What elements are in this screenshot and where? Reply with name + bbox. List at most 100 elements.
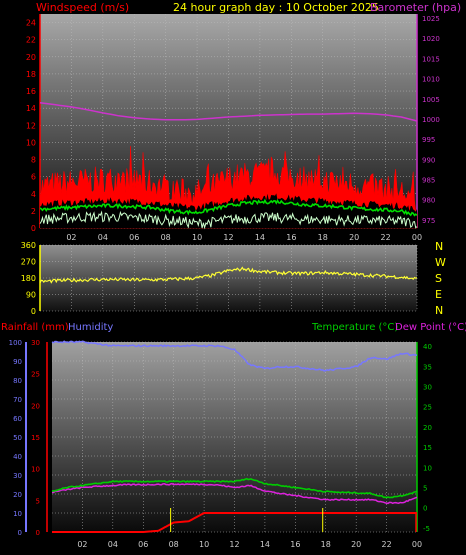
temperature-y-tick-10: 10: [423, 464, 432, 472]
rainfall-y-tick-25: 25: [31, 371, 40, 379]
compass-s: S: [435, 272, 442, 285]
temperature-y-tick-20: 20: [423, 424, 432, 432]
temperature-y-tick-30: 30: [423, 383, 432, 391]
barometer-line: [39, 102, 418, 122]
wind-y-tick-20: 20: [26, 53, 36, 62]
humidity-y-tick-20: 20: [13, 491, 22, 499]
dewpoint-label: Dew Point (°C): [395, 322, 466, 333]
humidity-x-tick-10: 10: [199, 540, 209, 549]
rainfall-label: Rainfall (mm): [1, 322, 69, 333]
humidity-y-tick-80: 80: [13, 377, 22, 385]
rainfall-line: [52, 512, 417, 533]
humidity-x-tick-20: 20: [351, 540, 361, 549]
direction-y-tick-270: 270: [21, 258, 36, 267]
temperature-y-tick-5: 5: [423, 485, 427, 493]
temperature-label: Temperature (°C): [311, 322, 398, 333]
humidity-y-tick-40: 40: [13, 453, 22, 461]
humidity-line: [51, 340, 417, 372]
barometer-y-tick-975: 975: [422, 217, 435, 225]
wind-x-tick-06: 06: [129, 233, 139, 242]
wind-y-tick-8: 8: [31, 156, 36, 165]
rainfall-y-tick-30: 30: [31, 339, 40, 347]
direction-y-tick-0: 0: [31, 307, 36, 316]
temperature-y-tick-0: 0: [423, 505, 427, 513]
wind-y-tick-4: 4: [31, 190, 36, 199]
wind-y-tick-16: 16: [26, 87, 36, 96]
humidity-y-tick-100: 100: [9, 339, 22, 347]
wind-x-tick-10: 10: [192, 233, 202, 242]
humidity-x-tick-04: 04: [108, 540, 118, 549]
barometer-y-tick-990: 990: [422, 156, 435, 164]
wind-x-tick-04: 04: [98, 233, 108, 242]
direction-y-tick-90: 90: [26, 291, 36, 300]
chart-title: 24 hour graph day : 10 October 2025: [173, 1, 379, 14]
temperature-y-tick-25: 25: [423, 404, 432, 412]
wind-average-line: [39, 198, 418, 217]
wind-y-tick-18: 18: [26, 70, 36, 79]
temperature-y-tick-40: 40: [423, 343, 432, 351]
barometer-y-tick-1015: 1015: [422, 55, 440, 63]
barometer-y-tick-995: 995: [422, 136, 435, 144]
humidity-x-tick-16: 16: [290, 540, 300, 549]
humidity-x-tick-12: 12: [229, 540, 239, 549]
wind-y-tick-12: 12: [26, 121, 36, 130]
rainfall-y-tick-5: 5: [36, 497, 40, 505]
wind-y-tick-2: 2: [31, 207, 36, 216]
wind-y-tick-10: 10: [26, 138, 36, 147]
dewpoint-line: [51, 482, 418, 505]
rainfall-y-tick-10: 10: [31, 466, 40, 474]
barometer-y-tick-1000: 1000: [422, 116, 440, 124]
humidity-label: Humidity: [68, 322, 113, 333]
rainfall-y-tick-15: 15: [31, 434, 40, 442]
humidity-x-tick-14: 14: [260, 540, 270, 549]
humidity-x-tick-08: 08: [169, 540, 179, 549]
humidity-y-tick-90: 90: [13, 358, 22, 366]
temperature-line: [51, 477, 418, 499]
barometer-y-tick-1005: 1005: [422, 96, 440, 104]
compass-w: W: [435, 256, 446, 269]
humidity-x-tick-06: 06: [138, 540, 148, 549]
compass-n-top: N: [435, 240, 443, 253]
wind-speed-line: [39, 210, 418, 230]
wind-x-tick-02: 02: [66, 233, 76, 242]
direction-y-tick-360: 360: [21, 241, 36, 250]
barometer-y-tick-1025: 1025: [422, 15, 440, 23]
humidity-x-tick-22: 22: [381, 540, 391, 549]
direction-y-tick-180: 180: [21, 274, 36, 283]
temperature-y-tick-15: 15: [423, 444, 432, 452]
wind-y-tick-24: 24: [26, 19, 36, 28]
barometer-y-tick-980: 980: [422, 197, 435, 205]
wind-x-tick-12: 12: [223, 233, 233, 242]
humidity-x-tick-18: 18: [321, 540, 331, 549]
compass-n-bottom: N: [435, 304, 443, 317]
compass-e: E: [435, 288, 442, 301]
humidity-y-tick-0: 0: [18, 529, 22, 537]
barometer-y-tick-1020: 1020: [422, 35, 440, 43]
wind-x-tick-16: 16: [286, 233, 296, 242]
wind-x-tick-18: 18: [318, 233, 328, 242]
humidity-y-tick-50: 50: [13, 434, 22, 442]
rainfall-y-tick-0: 0: [36, 529, 40, 537]
wind-x-tick-14: 14: [255, 233, 265, 242]
temperature-y-tick--5: -5: [423, 525, 430, 533]
wind-y-tick-0: 0: [31, 224, 36, 233]
windspeed-title: Windspeed (m/s): [36, 1, 129, 14]
wind-x-tick-00: 00: [412, 233, 422, 242]
humidity-x-tick-02: 02: [77, 540, 87, 549]
wind-x-tick-20: 20: [349, 233, 359, 242]
barometer-y-tick-985: 985: [422, 177, 435, 185]
humidity-y-tick-60: 60: [13, 415, 22, 423]
barometer-title: Barometer (hpa): [370, 1, 461, 14]
wind-y-tick-6: 6: [31, 173, 36, 182]
humidity-y-tick-10: 10: [13, 510, 22, 518]
humidity-y-tick-70: 70: [13, 396, 22, 404]
wind-y-tick-22: 22: [26, 36, 36, 45]
wind-x-tick-22: 22: [380, 233, 390, 242]
barometer-y-tick-1010: 1010: [422, 76, 440, 84]
rainfall-y-tick-20: 20: [31, 402, 40, 410]
temperature-y-tick-35: 35: [423, 363, 432, 371]
humidity-y-tick-30: 30: [13, 472, 22, 480]
humidity-x-tick-00: 00: [412, 540, 422, 549]
wind-x-tick-08: 08: [161, 233, 171, 242]
